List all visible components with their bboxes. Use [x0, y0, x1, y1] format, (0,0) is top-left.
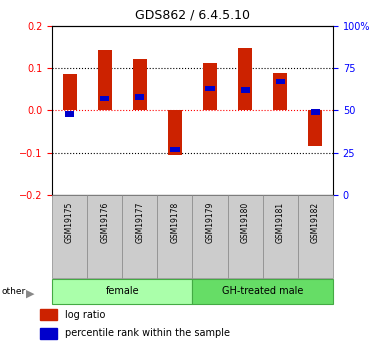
- Text: percentile rank within the sample: percentile rank within the sample: [65, 328, 230, 338]
- Bar: [276, 79, 285, 85]
- Bar: [135, 94, 144, 100]
- Bar: [157, 195, 192, 278]
- Text: GSM19179: GSM19179: [206, 201, 214, 243]
- Text: other: other: [2, 287, 26, 296]
- Bar: [168, 110, 182, 155]
- Text: ▶: ▶: [26, 288, 35, 298]
- Bar: [62, 75, 77, 110]
- Bar: [298, 195, 333, 278]
- Text: GDS862 / 6.4.5.10: GDS862 / 6.4.5.10: [135, 9, 250, 22]
- Bar: [100, 96, 109, 101]
- Bar: [171, 147, 179, 152]
- Text: GSM19176: GSM19176: [100, 201, 109, 243]
- Text: GSM19181: GSM19181: [276, 201, 285, 243]
- Bar: [241, 87, 250, 93]
- Bar: [40, 309, 57, 321]
- Bar: [263, 195, 298, 278]
- Text: GSM19178: GSM19178: [171, 201, 179, 243]
- Bar: [133, 59, 147, 110]
- Text: GSM19182: GSM19182: [311, 201, 320, 243]
- Bar: [238, 48, 252, 110]
- Text: GSM19177: GSM19177: [135, 201, 144, 243]
- Bar: [192, 279, 333, 304]
- Text: GH-treated male: GH-treated male: [222, 286, 303, 296]
- Text: log ratio: log ratio: [65, 310, 105, 320]
- Bar: [206, 86, 214, 91]
- Bar: [192, 195, 228, 278]
- Bar: [273, 73, 287, 110]
- Bar: [52, 195, 87, 278]
- Bar: [228, 195, 263, 278]
- Bar: [98, 50, 112, 110]
- Bar: [65, 111, 74, 117]
- Text: GSM19175: GSM19175: [65, 201, 74, 243]
- Bar: [122, 195, 157, 278]
- Bar: [308, 110, 323, 146]
- Bar: [52, 279, 192, 304]
- Bar: [203, 63, 217, 110]
- Text: female: female: [105, 286, 139, 296]
- Bar: [311, 109, 320, 115]
- Bar: [87, 195, 122, 278]
- Bar: [40, 328, 57, 339]
- Text: GSM19180: GSM19180: [241, 201, 250, 243]
